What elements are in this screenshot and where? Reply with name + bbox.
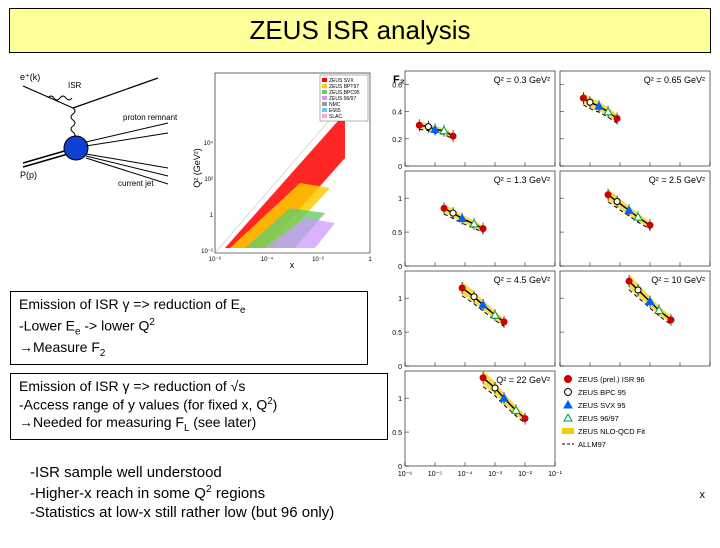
svg-text:10²: 10² — [204, 177, 213, 183]
svg-text:0.4: 0.4 — [392, 110, 402, 117]
f2-xlabel: x — [700, 489, 706, 501]
svg-text:10⁻⁵: 10⁻⁵ — [428, 471, 442, 478]
svg-text:ZEUS BPC 95: ZEUS BPC 95 — [578, 388, 626, 397]
textbox-reduction-ee: Emission of ISR γ => reduction of Ee -Lo… — [10, 291, 368, 365]
kinematic-plane-chart: Q² (GeV²) x ZEUS SVX ZEUS BPT97 ZEUS BPC… — [190, 63, 380, 273]
yaxis-label: Q² (GeV²) — [192, 148, 202, 188]
svg-text:0.5: 0.5 — [392, 330, 402, 337]
svg-text:1: 1 — [398, 196, 402, 203]
svg-text:ZEUS (prel.) ISR 96: ZEUS (prel.) ISR 96 — [578, 375, 645, 384]
svg-text:Q² = 22 GeV²: Q² = 22 GeV² — [496, 375, 550, 385]
svg-text:0.6: 0.6 — [392, 83, 402, 90]
svg-text:0: 0 — [398, 364, 402, 371]
label-proton: P(p) — [20, 170, 37, 180]
svg-text:ZEUS NLO-QCD Fit: ZEUS NLO-QCD Fit — [578, 427, 646, 436]
svg-text:10⁻⁶: 10⁻⁶ — [398, 471, 412, 478]
svg-text:10⁴: 10⁴ — [204, 140, 214, 147]
svg-text:1: 1 — [210, 213, 214, 219]
svg-text:Q² = 4.5 GeV²: Q² = 4.5 GeV² — [494, 275, 550, 285]
svg-text:SLAC: SLAC — [329, 114, 342, 120]
svg-text:10⁻¹: 10⁻¹ — [548, 471, 562, 478]
svg-text:10⁻⁴: 10⁻⁴ — [458, 471, 473, 478]
svg-text:10⁻²: 10⁻² — [518, 471, 532, 478]
svg-text:0.5: 0.5 — [392, 430, 402, 437]
textbox-conclusions: -ISR sample well understood -Higher-x re… — [30, 463, 334, 523]
svg-text:ZEUS 96/97: ZEUS 96/97 — [578, 414, 619, 423]
svg-text:10⁻³: 10⁻³ — [488, 471, 502, 478]
slide-title: ZEUS ISR analysis — [9, 8, 711, 53]
svg-text:ALLM97: ALLM97 — [578, 440, 606, 449]
feynman-diagram: e⁺(k) ISR P(p) proton remnant current je… — [18, 68, 178, 188]
svg-text:10⁻²: 10⁻² — [201, 249, 213, 255]
textbox-reduction-sqrts: Emission of ISR γ => reduction of √s -Ac… — [10, 373, 388, 440]
label-isr: ISR — [68, 81, 82, 90]
svg-text:Q² = 2.5 GeV²: Q² = 2.5 GeV² — [649, 175, 705, 185]
svg-text:Q² = 10 GeV²: Q² = 10 GeV² — [651, 275, 705, 285]
svg-text:10⁻²: 10⁻² — [312, 257, 324, 263]
svg-text:Q² = 0.3 GeV²: Q² = 0.3 GeV² — [494, 75, 550, 85]
svg-text:1: 1 — [368, 257, 372, 263]
svg-text:ZEUS SVX 95: ZEUS SVX 95 — [578, 401, 626, 410]
svg-text:1: 1 — [398, 296, 402, 303]
svg-text:Q² = 1.3 GeV²: Q² = 1.3 GeV² — [494, 175, 550, 185]
label-remnant: proton remnant — [123, 113, 178, 122]
svg-text:0: 0 — [398, 164, 402, 171]
svg-text:0: 0 — [398, 464, 402, 471]
kinematic-legend: ZEUS SVX ZEUS BPT97 ZEUS BPC95 ZEUS 96/9… — [320, 75, 368, 121]
label-ein: e⁺(k) — [20, 72, 40, 82]
svg-text:1: 1 — [398, 396, 402, 403]
svg-text:10⁻⁴: 10⁻⁴ — [261, 256, 274, 263]
svg-text:Q² = 0.65 GeV²: Q² = 0.65 GeV² — [644, 75, 705, 85]
svg-text:0.2: 0.2 — [392, 137, 402, 144]
f2-panels-chart: F₂ Q² = 0.3 GeV²00.20.40.6Q² = 0.65 GeV²… — [385, 63, 715, 503]
svg-text:0: 0 — [398, 264, 402, 271]
label-jet: current jet — [118, 179, 154, 188]
svg-text:10⁻⁶: 10⁻⁶ — [209, 256, 222, 263]
svg-text:0.5: 0.5 — [392, 230, 402, 237]
xaxis-label: x — [290, 260, 295, 270]
